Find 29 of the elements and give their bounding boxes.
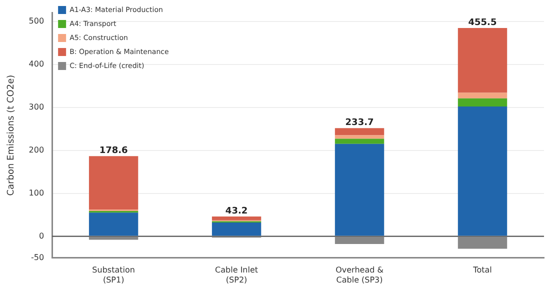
bar (334, 138, 384, 144)
x-tick-label: Substation (SP1) (92, 266, 135, 284)
total-label: 455.5 (468, 18, 497, 28)
bar (334, 144, 384, 236)
total-label: 233.7 (345, 118, 374, 128)
bar (458, 98, 508, 106)
x-tick-label: Cable Inlet (SP2) (215, 266, 258, 284)
y-axis-title: Carbon Emissions (t CO2e) (6, 74, 17, 196)
y-tick-label: 300 (28, 102, 44, 112)
total-label: 43.2 (225, 206, 248, 216)
x-tick-label: Overhead & Cable (SP3) (336, 266, 384, 284)
bar (88, 212, 138, 236)
bar (212, 222, 262, 236)
bar (212, 216, 262, 220)
y-tick-label: 500 (28, 16, 44, 26)
y-tick-label: -50 (30, 252, 44, 262)
x-tick-label: Total (472, 266, 492, 275)
bar (88, 156, 138, 210)
total-label: 178.6 (99, 146, 128, 156)
y-tick-label: 200 (28, 145, 44, 154)
bar (458, 28, 508, 93)
bar (458, 236, 508, 249)
bar (458, 92, 508, 98)
bar (334, 236, 384, 244)
y-tick-label: 0 (38, 231, 44, 240)
bar (458, 106, 508, 236)
y-tick-label: 100 (28, 188, 44, 198)
bar (334, 128, 384, 136)
y-tick-label: 400 (28, 59, 44, 68)
